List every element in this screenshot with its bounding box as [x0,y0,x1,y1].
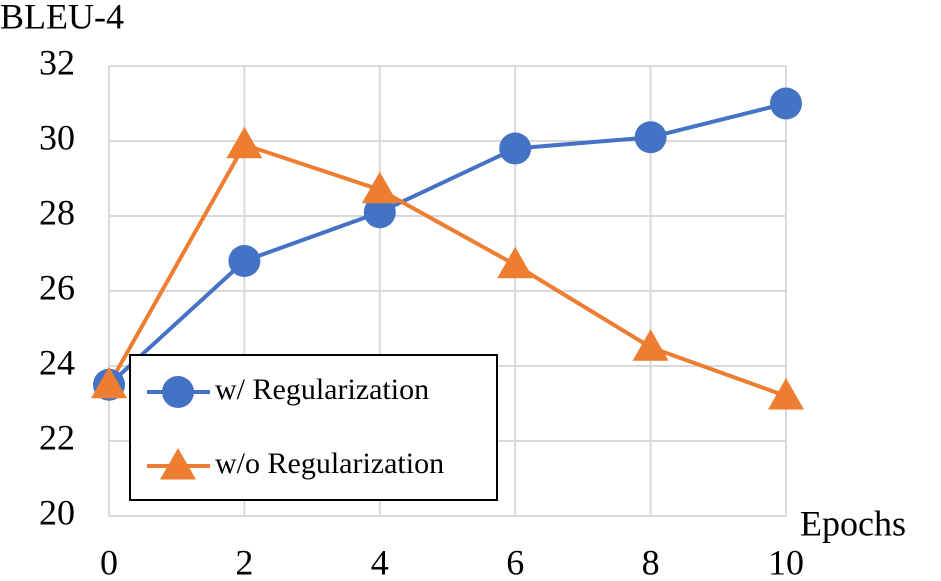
marker [228,245,261,277]
marker [634,121,667,154]
marker [363,196,396,229]
legend-label: w/o Regularization [215,447,444,480]
y-tick-label: 28 [39,192,75,232]
x-tick-label: 2 [235,542,253,581]
x-tick-label: 10 [768,542,804,581]
x-tick-label: 4 [371,542,389,581]
marker [361,171,398,204]
legend-marker [160,448,196,480]
x-tick-label: 0 [100,542,118,581]
marker [91,366,127,399]
legend-label: w/ Regularization [215,373,429,406]
marker [770,87,802,120]
y-tick-label: 26 [39,267,75,307]
y-tick-label: 32 [39,42,75,82]
line [107,101,787,387]
marker [768,378,804,410]
legend-marker [162,376,194,408]
line [107,142,787,398]
y-axis-label: BLEU-4 [0,0,124,36]
marker [499,132,532,165]
y-tick-label: 30 [39,117,75,157]
x-axis-label: Epochs [800,503,906,543]
marker [632,329,669,361]
y-tick-label: 24 [39,342,75,382]
marker [226,126,263,159]
marker [497,246,534,279]
x-tick-label: 6 [506,542,524,581]
y-tick-label: 22 [39,417,75,457]
x-tick-label: 8 [642,542,660,581]
y-tick-label: 20 [39,492,75,532]
